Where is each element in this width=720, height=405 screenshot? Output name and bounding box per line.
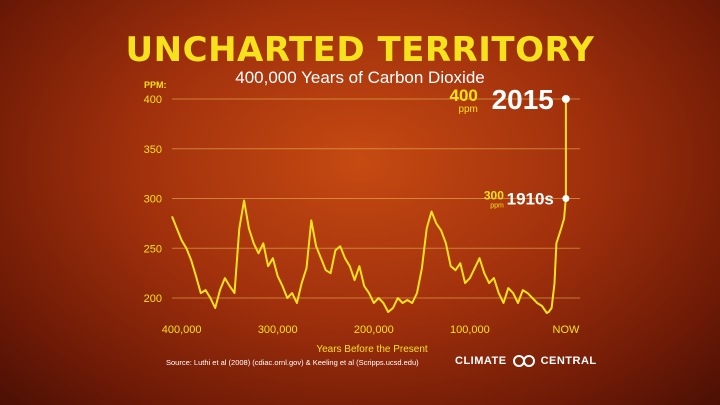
source-credit: Source: Luthi et al (2008) (cdiac.ornl.g… xyxy=(166,358,419,367)
annotation-dot xyxy=(562,195,570,203)
y-tick-label: 250 xyxy=(144,243,162,255)
annotation-dot xyxy=(561,95,570,103)
annotation-value: 400 xyxy=(450,86,478,105)
y-tick-label: 350 xyxy=(144,144,162,156)
annotation-label: 1910s xyxy=(507,189,554,208)
y-tick-label: 200 xyxy=(144,293,162,305)
y-tick-label: 300 xyxy=(144,194,162,206)
x-tick-label: 400,000 xyxy=(162,324,202,336)
annotation-label: 2015 xyxy=(492,84,554,115)
y-axis-label: PPM: xyxy=(144,80,167,90)
logo-text-left: CLIMATE xyxy=(455,355,507,367)
logo-text-right: CENTRAL xyxy=(540,355,597,367)
x-tick-label: NOW xyxy=(553,324,581,336)
annotation-unit: ppm xyxy=(458,104,477,115)
co2-series-line xyxy=(171,198,567,314)
x-tick-label: 300,000 xyxy=(258,324,298,336)
logo-rings-icon xyxy=(511,354,537,368)
x-axis-label: Years Before the Present xyxy=(316,344,428,355)
x-tick-label: 100,000 xyxy=(450,324,490,336)
y-tick-label: 400 xyxy=(144,94,162,106)
x-tick-label: 200,000 xyxy=(354,324,394,336)
chart-title: UNCHARTED TERRITORY xyxy=(125,30,595,70)
climate-central-logo: CLIMATE CENTRAL xyxy=(455,354,597,368)
chart-subtitle: 400,000 Years of Carbon Dioxide xyxy=(235,68,485,87)
annotation-unit: ppm xyxy=(490,203,504,210)
annotation-value: 300 xyxy=(484,189,504,203)
